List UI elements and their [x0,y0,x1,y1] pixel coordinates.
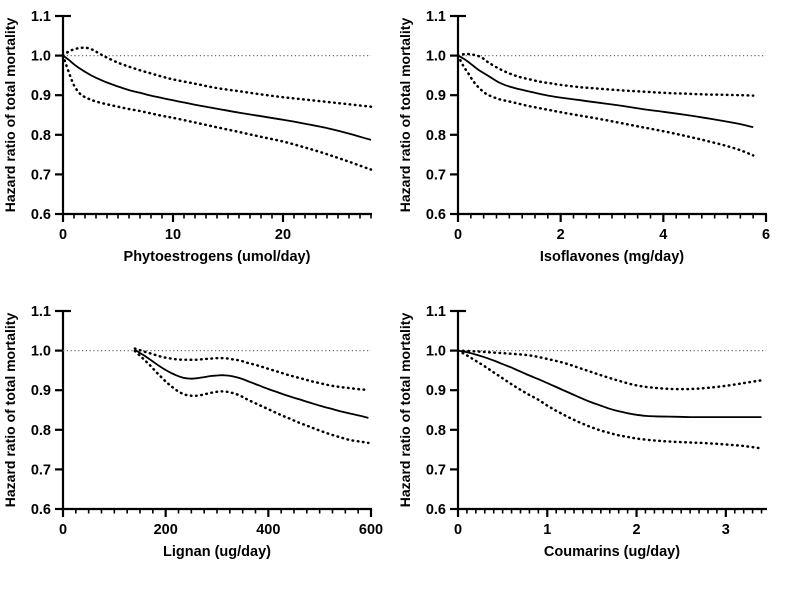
y-tick-label: 1.0 [426,49,446,65]
x-tick-label: 1 [543,522,551,538]
y-tick-label: 0.9 [426,383,446,399]
y-tick-label: 1.1 [31,304,51,320]
x-axis-title: Isoflavones (mg/day) [540,249,684,265]
lower-95ci-curve [133,349,370,445]
y-tick-label: 0.6 [426,502,446,518]
x-tick-label: 200 [154,522,178,538]
coumarins-chart: 0.6 0.7 0.8 0.9 1.0 1.1 0 1 2 3 Coumarins (ug/day)… [397,304,767,560]
panel-phytoestrogens: 0.6 0.7 0.8 0.9 1.0 1.1 0 10 20 Phytoestrogens (u… [0,0,394,294]
y-tick-label: 0.7 [31,462,51,478]
y-tick-label: 0.8 [31,423,51,439]
y-tick-label: 0.6 [426,207,446,223]
estimate-curve [457,349,762,419]
x-tick-label: 0 [59,227,67,243]
lower-95ci-curve [61,54,373,171]
x-tick-label: 0 [454,227,462,243]
y-tick-label: 0.9 [31,88,51,104]
isoflavones-chart: 0.6 0.7 0.8 0.9 1.0 1.1 0 2 4 6 Isoflavones (mg/da… [397,9,770,265]
y-tick-label: 1.0 [426,344,446,360]
x-tick-label: 0 [59,522,67,538]
upper-95ci-curve [456,349,763,391]
x-axis-title: Phytoestrogens (umol/day) [124,249,311,265]
y-tick-label: 1.1 [426,304,446,320]
upper-95ci-curve [456,52,755,97]
estimate-curve [134,349,369,419]
y-tick-label: 1.1 [31,9,51,25]
lignan-chart: 0.6 0.7 0.8 0.9 1.0 1.1 0 200 400 600 Lignan (ug/d… [2,304,383,560]
y-tick-label: 0.7 [31,167,51,183]
y-axis-title: Hazard ratio of total mortality [397,313,413,508]
panel-lignan: 0.6 0.7 0.8 0.9 1.0 1.1 0 200 400 600 Lignan (ug/d… [0,295,394,589]
x-axis-title: Coumarins (ug/day) [544,544,680,560]
x-tick-label: 0 [454,522,462,538]
y-tick-label: 0.8 [426,423,446,439]
panel-coumarins: 0.6 0.7 0.8 0.9 1.0 1.1 0 1 2 3 Coumarins (ug/day)… [395,295,789,589]
y-axis-title: Hazard ratio of total mortality [397,18,413,213]
y-tick-label: 0.9 [31,383,51,399]
y-tick-label: 0.8 [426,128,446,144]
x-tick-label: 2 [633,522,641,538]
estimate-curve [62,54,372,141]
x-tick-label: 400 [256,522,280,538]
y-tick-label: 0.8 [31,128,51,144]
lower-95ci-curve [456,349,763,450]
x-tick-label: 6 [762,227,770,243]
x-tick-label: 600 [359,522,383,538]
y-tick-label: 0.7 [426,462,446,478]
y-tick-label: 0.9 [426,88,446,104]
x-tick-label: 4 [659,227,667,243]
y-tick-label: 0.7 [426,167,446,183]
lower-95ci-curve [456,54,755,157]
phytoestrogens-chart: 0.6 0.7 0.8 0.9 1.0 1.1 0 10 20 Phytoestrogens (u… [2,9,373,265]
x-tick-label: 3 [722,522,730,538]
estimate-curve [457,54,754,129]
x-tick-label: 2 [557,227,565,243]
upper-95ci-curve [133,347,370,392]
y-tick-label: 0.6 [31,502,51,518]
y-axis-title: Hazard ratio of total mortality [2,313,18,508]
x-tick-label: 10 [165,227,181,243]
x-tick-label: 20 [275,227,291,243]
y-axis-title: Hazard ratio of total mortality [2,18,18,213]
panel-isoflavones: 0.6 0.7 0.8 0.9 1.0 1.1 0 2 4 6 Isoflavones (mg/da… [395,0,789,294]
upper-95ci-curve [61,46,373,108]
y-tick-label: 1.0 [31,344,51,360]
y-tick-label: 0.6 [31,207,51,223]
x-axis-title: Lignan (ug/day) [163,544,271,560]
y-tick-label: 1.1 [426,9,446,25]
y-tick-label: 1.0 [31,49,51,65]
